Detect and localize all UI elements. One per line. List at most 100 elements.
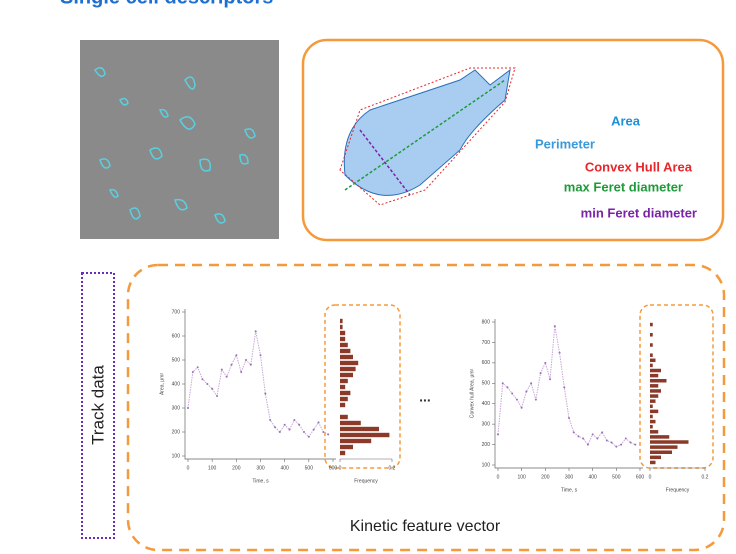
hist-bar [340, 403, 345, 407]
hist-bar [650, 420, 656, 424]
data-point [525, 390, 527, 392]
y-tick-label: 500 [172, 357, 181, 363]
data-point [226, 376, 228, 378]
hist-bar [650, 415, 653, 419]
data-point [559, 352, 561, 354]
hist-bar [340, 331, 345, 335]
hist-bar [650, 410, 658, 414]
figure: Single cell descriptors AreaPerimeterCon… [0, 0, 736, 554]
data-point [601, 431, 603, 433]
hist-bar [650, 389, 661, 393]
hist-bar [340, 445, 353, 449]
hist-bar [340, 367, 356, 371]
hist-bar [650, 374, 658, 378]
hist-bar [340, 379, 348, 383]
hist-bar [650, 333, 653, 337]
x-axis-label: Time, s [561, 487, 578, 493]
hist-label: Frequency [354, 478, 378, 484]
x-tick-label: 300 [256, 465, 265, 471]
data-point [502, 382, 504, 384]
x-tick-label: 300 [565, 474, 574, 480]
descriptor-label: Area [611, 113, 641, 128]
hist-bar [340, 421, 361, 425]
y-tick-label: 400 [172, 381, 181, 387]
data-point [577, 435, 579, 437]
y-tick-label: 300 [482, 421, 491, 427]
data-point [206, 383, 208, 385]
y-tick-label: 600 [172, 333, 181, 339]
data-point [313, 429, 315, 431]
hist-tick-label: 0.2 [389, 465, 396, 471]
data-point [516, 399, 518, 401]
data-point [235, 354, 237, 356]
data-point [568, 417, 570, 419]
data-point [511, 393, 513, 395]
hist-bar [650, 461, 656, 465]
data-point [587, 444, 589, 446]
hist-box [325, 305, 400, 468]
x-tick-label: 200 [541, 474, 550, 480]
hist-label: Frequency [666, 487, 690, 493]
y-tick-label: 200 [172, 429, 181, 435]
hist-bar [650, 430, 658, 434]
hist-bar [650, 364, 653, 368]
y-tick-label: 300 [172, 405, 181, 411]
hist-bar [340, 391, 350, 395]
data-point [615, 446, 617, 448]
data-point [202, 378, 204, 380]
hist-bar [650, 384, 658, 388]
hist-bar [650, 405, 653, 409]
y-tick-label: 500 [482, 381, 491, 387]
x-tick-label: 400 [588, 474, 597, 480]
ellipsis: ... [419, 389, 431, 405]
data-point [269, 419, 271, 421]
hist-bar [340, 373, 353, 377]
data-point [554, 325, 556, 327]
hist-bar [340, 337, 345, 341]
track-label: Track data [88, 365, 107, 445]
y-tick-label: 100 [482, 462, 491, 468]
data-point [274, 426, 276, 428]
data-point [544, 362, 546, 364]
feature-label: Kinetic feature vector [350, 518, 501, 535]
data-point [231, 364, 233, 366]
data-point [303, 431, 305, 433]
y-tick-label: 200 [482, 442, 491, 448]
hist-bar [340, 319, 343, 323]
descriptor-label: min Feret diameter [581, 205, 697, 220]
hist-bar [650, 379, 667, 383]
data-point [606, 439, 608, 441]
data-point [255, 330, 257, 332]
data-point [260, 354, 262, 356]
data-point [327, 433, 329, 435]
hist-bar [340, 397, 348, 401]
data-point [549, 378, 551, 380]
hist-bar [650, 445, 678, 449]
hist-bar [340, 451, 345, 455]
hist-bar [650, 435, 669, 439]
data-point [506, 386, 508, 388]
hist-bar [340, 325, 343, 329]
data-point [540, 372, 542, 374]
data-point [211, 388, 213, 390]
x-tick-label: 100 [208, 465, 217, 471]
data-point [530, 382, 532, 384]
x-tick-label: 100 [517, 474, 526, 480]
y-axis-label: Convex hull Area, μm² [469, 369, 475, 419]
data-point [289, 429, 291, 431]
hist-tick-label: 0.2 [702, 474, 709, 480]
y-tick-label: 700 [172, 309, 181, 315]
data-point [634, 444, 636, 446]
data-point [318, 421, 320, 423]
hist-bar [340, 427, 379, 431]
data-point [187, 407, 189, 409]
hist-bar [650, 456, 661, 460]
descriptor-label: max Feret diameter [564, 179, 683, 194]
data-point [630, 442, 632, 444]
data-point [497, 433, 499, 435]
data-point [322, 431, 324, 433]
data-point [308, 436, 310, 438]
data-point [563, 386, 565, 388]
hist-bar [650, 353, 653, 357]
x-tick-label: 400 [280, 465, 289, 471]
